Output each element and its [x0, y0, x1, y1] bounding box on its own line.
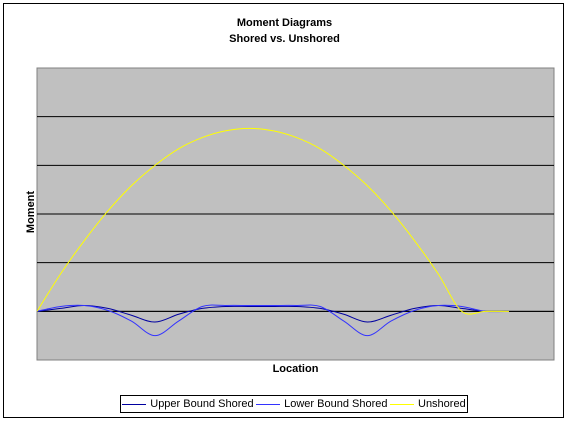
- series-line-lower-bound-shored: [36, 304, 510, 337]
- chart-title: Moment Diagrams Shored vs. Unshored: [0, 15, 569, 47]
- legend-label-unshored: Unshored: [418, 398, 466, 410]
- legend-swatch-upper-bound-shored: [122, 403, 147, 405]
- legend-label-lower-bound-shored: Lower Bound Shored: [284, 398, 388, 410]
- legend-swatch-lower-bound-shored: [256, 403, 281, 405]
- x-axis-label: Location: [272, 363, 319, 375]
- legend-item-lower-bound-shored: Lower Bound Shored: [256, 398, 387, 410]
- series-line-unshored: [36, 127, 509, 315]
- y-axis-label: Moment: [25, 190, 37, 234]
- legend-item-unshored: Unshored: [390, 398, 466, 410]
- chart-title-main: Moment Diagrams: [236, 17, 333, 29]
- chart-legend: Upper Bound Shored Lower Bound Shored Un…: [120, 395, 468, 413]
- legend-item-upper-bound-shored: Upper Bound Shored: [122, 398, 254, 410]
- chart-subtitle: Shored vs. Unshored: [229, 33, 340, 45]
- legend-swatch-unshored: [390, 403, 414, 405]
- legend-label-upper-bound-shored: Upper Bound Shored: [150, 398, 254, 410]
